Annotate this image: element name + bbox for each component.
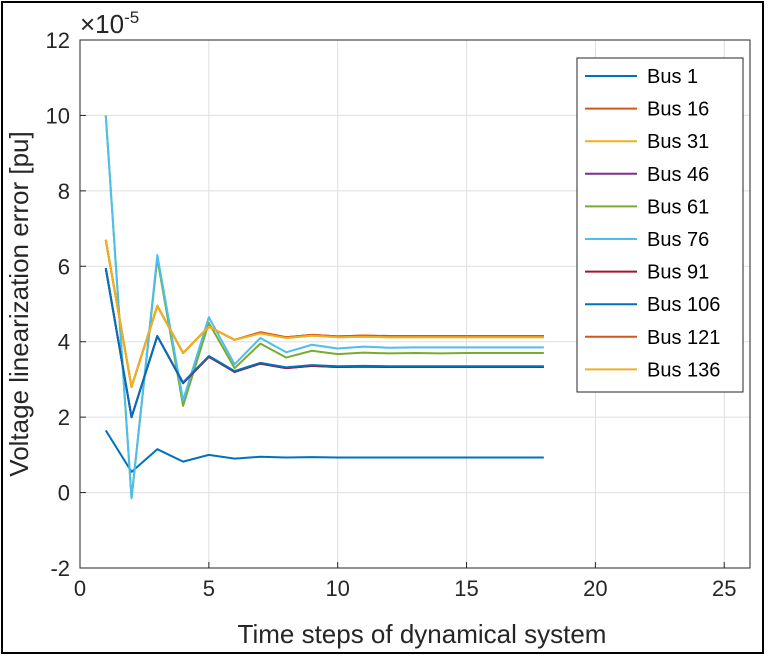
y-tick-label: -2 (50, 556, 70, 581)
y-tick-label: 10 (46, 103, 70, 128)
y-tick-label: 4 (58, 330, 70, 355)
series-line-bus-136 (104, 239, 544, 388)
legend-entry-label: Bus 16 (647, 99, 709, 121)
x-tick-label: 5 (203, 576, 215, 601)
y-tick-label: 6 (58, 254, 70, 279)
y-axis-label: Voltage linearization error [pu] (4, 131, 34, 476)
y-tick-label: 8 (58, 179, 70, 204)
legend-entry-label: Bus 106 (647, 294, 720, 316)
legend-entry-label: Bus 91 (647, 262, 709, 284)
legend-entry-label: Bus 76 (647, 229, 709, 251)
legend-entry-label: Bus 136 (647, 359, 720, 381)
series-lines (104, 115, 544, 500)
series-line-bus-1 (104, 429, 544, 473)
series-line-bus-61 (104, 115, 544, 500)
x-tick-label: 25 (712, 576, 736, 601)
axes-box (79, 39, 751, 569)
series-line-bus-106 (104, 268, 544, 419)
x-axis-label: Time steps of dynamical system (238, 619, 607, 649)
legend-entry-label: Bus 31 (647, 131, 709, 153)
x-tick-label: 10 (325, 576, 349, 601)
exponent-label: ×10-5 (80, 8, 139, 39)
legend-entry-label: Bus 46 (647, 164, 709, 186)
legend: Bus 1 Bus 16 Bus 31 Bus 46 Bus 61 Bus 76 Bus 9… (576, 57, 744, 393)
y-tick-label: 12 (46, 28, 70, 53)
y-tick-label: 0 (58, 481, 70, 506)
series-line-bus-76 (104, 115, 544, 500)
legend-entry-label: Bus 121 (647, 327, 720, 349)
legend-entry-label: Bus 61 (647, 196, 709, 218)
legend-entry-label: Bus 1 (647, 66, 698, 88)
y-tick-label: 2 (58, 405, 70, 430)
x-tick-label: 0 (74, 576, 86, 601)
x-tick-label: 15 (454, 576, 478, 601)
x-tick-label: 20 (583, 576, 607, 601)
